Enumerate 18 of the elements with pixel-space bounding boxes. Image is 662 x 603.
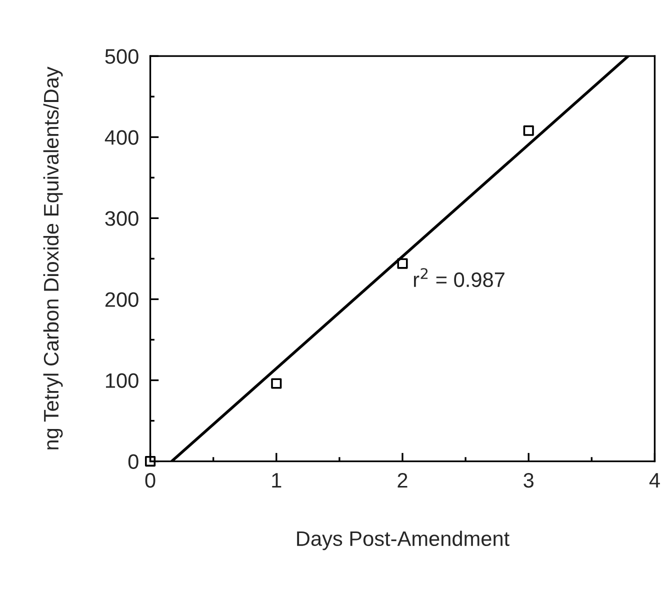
point — [271, 378, 282, 389]
x-tick-label: 2 — [398, 472, 408, 488]
y-tick-label: 100 — [106, 373, 138, 388]
point — [523, 125, 534, 136]
y-tick-label: 0 — [128, 454, 138, 470]
x-tick-label: 4 — [649, 473, 660, 488]
annotation: r$^{2}$ = 0.987 — [414, 268, 504, 288]
x-axis-title: Days Post-Amendment — [297, 530, 510, 550]
x-tick-label: 1 — [272, 473, 282, 488]
point — [144, 456, 156, 467]
y-tick-label: 400 — [104, 130, 138, 145]
x-tick-label: 0 — [145, 472, 156, 488]
x-tick-label: 3 — [524, 472, 534, 488]
y-axis-title: ng Tetryl Carbon Dioxide Equivalents/Day — [43, 66, 63, 450]
point — [397, 258, 408, 269]
y-tick-label: 500 — [105, 49, 138, 64]
y-tick-label: 300 — [105, 211, 138, 226]
y-tick-label: 200 — [105, 292, 138, 307]
